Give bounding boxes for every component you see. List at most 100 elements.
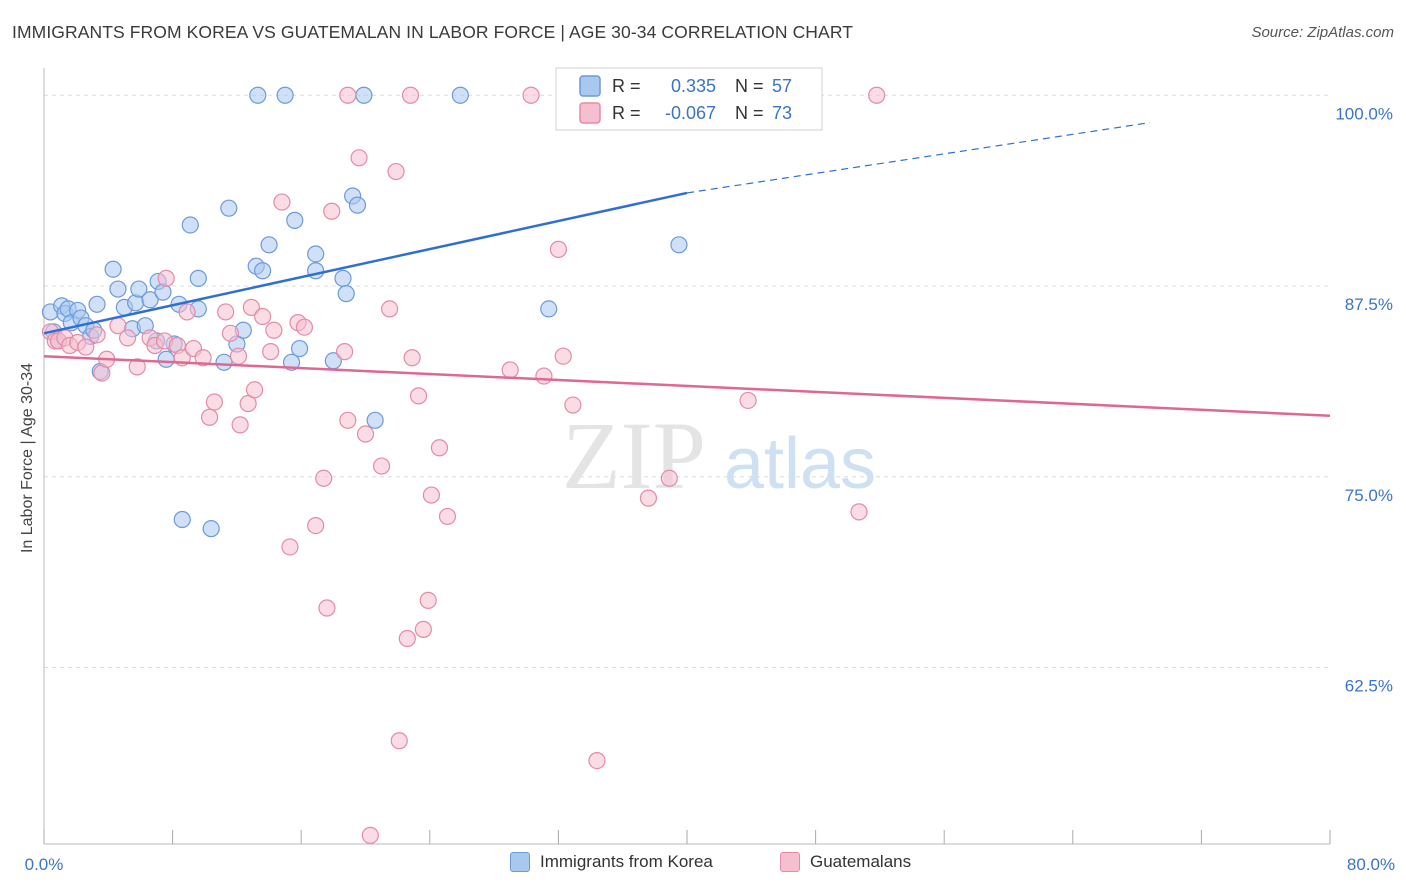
watermark-atlas: atlas — [724, 424, 876, 504]
point-korea — [254, 262, 272, 280]
y-tick-label: 100.0% — [1335, 104, 1393, 123]
point-korea — [540, 300, 558, 318]
point-guatemalans — [419, 591, 437, 609]
point-guatemalans — [194, 349, 212, 367]
legend-swatch-korea-stats — [579, 75, 601, 97]
point-guatemalans — [77, 338, 95, 356]
point-korea — [104, 260, 122, 278]
point-guatemalans — [239, 394, 257, 413]
chart-title: IMMIGRANTS FROM KOREA VS GUATEMALAN IN L… — [12, 22, 854, 42]
y-tick-label: 62.5% — [1345, 677, 1393, 696]
point-korea — [220, 199, 238, 217]
point-guatemalans — [323, 202, 341, 220]
point-guatemalans — [522, 86, 540, 104]
point-korea — [276, 86, 294, 104]
point-korea — [215, 353, 233, 371]
point-korea — [286, 211, 304, 229]
bottom-legend: Immigrants from Korea Guatemalans — [0, 852, 1406, 878]
point-korea — [202, 520, 220, 538]
point-guatemalans — [265, 321, 283, 339]
legend-swatch-guatemalans — [780, 852, 800, 872]
point-guatemalans — [245, 381, 264, 399]
point-guatemalans — [381, 300, 399, 318]
legend-r-label: R = — [612, 103, 641, 123]
series-guatemalans-points — [41, 86, 886, 844]
point-guatemalans — [401, 86, 420, 104]
legend-label-korea: Immigrants from Korea — [540, 852, 713, 871]
y-tick-label: 75.0% — [1345, 486, 1393, 505]
point-korea — [130, 280, 148, 298]
point-korea — [173, 510, 191, 529]
point-guatemalans — [549, 240, 568, 258]
point-guatemalans — [157, 269, 175, 287]
legend-n-value: 73 — [772, 103, 792, 123]
point-korea — [260, 236, 278, 254]
point-korea — [109, 280, 127, 298]
legend-item-guatemalans[interactable]: Guatemalans — [780, 852, 911, 872]
point-korea — [141, 291, 159, 309]
point-guatemalans — [295, 318, 314, 336]
point-guatemalans — [318, 599, 336, 617]
point-guatemalans — [588, 751, 606, 770]
legend-r-value: -0.067 — [665, 103, 716, 123]
point-guatemalans — [262, 343, 280, 361]
point-guatemalans — [739, 391, 757, 410]
point-guatemalans — [372, 457, 391, 475]
point-guatemalans — [535, 367, 553, 385]
point-guatemalans — [178, 303, 196, 321]
point-korea — [189, 269, 207, 287]
watermark-zip: ZIP — [562, 402, 706, 509]
point-guatemalans — [639, 489, 658, 507]
trend-lines — [43, 122, 1331, 417]
point-guatemalans — [200, 408, 219, 426]
legend-r-label: R = — [612, 76, 641, 96]
trend-line-korea — [43, 191, 688, 335]
legend-label-guatemalans: Guatemalans — [810, 852, 912, 871]
point-guatemalans — [403, 349, 421, 367]
point-korea — [337, 285, 355, 303]
point-guatemalans — [356, 425, 375, 443]
point-guatemalans — [554, 347, 572, 365]
trend-line-korea-extension — [686, 122, 1151, 194]
watermark: ZIP atlas — [562, 402, 876, 509]
point-korea — [88, 295, 106, 313]
legend-swatch-guatemalans-stats — [579, 102, 601, 124]
point-guatemalans — [118, 329, 137, 347]
x-tick-label: 80.0% — [1347, 855, 1395, 874]
point-korea — [355, 86, 373, 104]
legend-box: R = 0.335 N = 57 R = -0.067 N = 73 — [555, 67, 823, 131]
point-guatemalans — [128, 358, 146, 376]
x-tick-labels: 0.0% 80.0% — [25, 855, 1395, 874]
point-korea — [670, 236, 688, 254]
point-guatemalans — [205, 393, 223, 411]
point-guatemalans — [217, 303, 235, 321]
point-guatemalans — [414, 620, 432, 638]
point-guatemalans — [339, 411, 357, 429]
y-tick-label: 87.5% — [1345, 295, 1393, 314]
point-guatemalans — [660, 469, 678, 487]
x-tick-label: 0.0% — [25, 855, 64, 874]
point-guatemalans — [850, 503, 868, 521]
point-guatemalans — [336, 343, 354, 361]
source-note: Source: ZipAtlas.com — [1251, 24, 1394, 41]
point-guatemalans — [339, 86, 357, 104]
legend-swatch-korea — [510, 852, 530, 872]
point-guatemalans — [501, 361, 519, 379]
point-korea — [334, 269, 352, 287]
point-korea — [366, 411, 384, 429]
point-korea — [290, 339, 309, 358]
legend-n-label: N = — [735, 76, 764, 96]
axes — [43, 68, 1331, 845]
legend-item-korea[interactable]: Immigrants from Korea — [510, 852, 713, 872]
point-guatemalans — [422, 486, 441, 504]
point-guatemalans — [307, 516, 325, 535]
point-korea — [157, 350, 175, 368]
point-guatemalans — [88, 326, 106, 344]
gridlines — [44, 94, 1330, 669]
point-guatemalans — [387, 162, 405, 181]
point-guatemalans — [564, 396, 582, 414]
point-guatemalans — [254, 307, 272, 326]
point-guatemalans — [409, 387, 428, 405]
point-guatemalans — [273, 193, 291, 211]
